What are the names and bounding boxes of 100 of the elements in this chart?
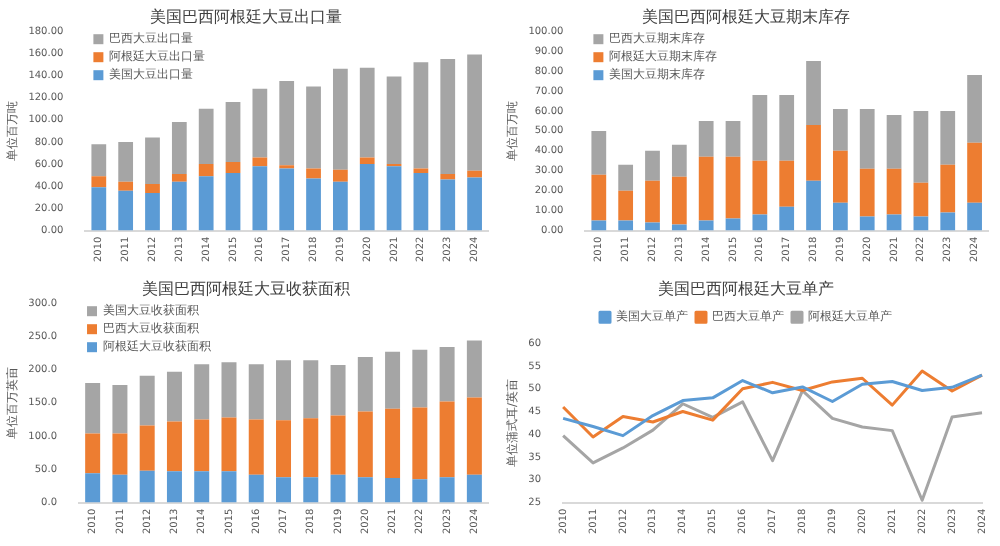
bar (967, 75, 982, 143)
bar (221, 362, 237, 418)
bar (412, 407, 428, 480)
bar (333, 68, 348, 170)
bar (330, 365, 346, 416)
bar (413, 62, 429, 169)
bar (385, 351, 401, 409)
bar (440, 179, 456, 231)
bar (252, 157, 268, 167)
bar (752, 94, 768, 161)
bar (725, 120, 741, 157)
bar (940, 164, 956, 213)
bar (591, 174, 607, 221)
bar (303, 477, 319, 503)
bar (412, 349, 428, 408)
bar (439, 477, 455, 503)
bar (440, 58, 456, 175)
bar (248, 364, 264, 420)
bar (145, 184, 160, 193)
bar (145, 192, 160, 231)
bar (221, 417, 237, 472)
bar (252, 88, 268, 158)
bar (671, 176, 687, 225)
bar (413, 172, 429, 231)
bar (225, 161, 241, 173)
bar (645, 180, 660, 223)
bar (940, 212, 956, 231)
bar (357, 477, 373, 503)
bar (618, 220, 634, 231)
bar (112, 433, 128, 475)
bar (412, 479, 428, 503)
chart-title: 美国巴西阿根廷大豆期末库存 (642, 7, 850, 26)
bar (194, 419, 210, 472)
bar (276, 420, 292, 478)
bar (303, 360, 319, 419)
bar (112, 474, 128, 503)
bar (698, 220, 714, 231)
bar (198, 164, 214, 177)
bar (359, 67, 375, 158)
bar (225, 172, 241, 231)
bar (752, 160, 768, 215)
chart-title: 美国巴西阿根廷大豆单产 (658, 279, 834, 298)
bar (330, 474, 346, 503)
bar (145, 137, 160, 185)
bar (198, 108, 214, 165)
bar (806, 61, 821, 125)
bar (85, 473, 101, 503)
bar (171, 181, 187, 231)
bar (467, 170, 482, 178)
bar (166, 371, 182, 422)
bar (359, 164, 375, 231)
bar (225, 102, 241, 162)
bar (330, 415, 346, 475)
bar (357, 411, 373, 478)
bar (248, 474, 264, 503)
bar (645, 150, 660, 181)
bar (85, 433, 101, 474)
bar (940, 110, 956, 165)
bar (194, 471, 210, 503)
bar (139, 470, 155, 503)
bar (467, 54, 482, 171)
bar (698, 120, 714, 157)
bar (725, 156, 741, 219)
bar (779, 206, 795, 231)
bar (591, 220, 607, 231)
bar (279, 81, 295, 166)
bar (671, 144, 687, 177)
bar (439, 401, 455, 478)
bar (886, 168, 902, 215)
bar (806, 124, 821, 181)
bar (171, 122, 187, 175)
bar (833, 202, 848, 231)
bar (194, 364, 210, 420)
bar (698, 156, 714, 221)
bar (386, 76, 402, 165)
bar (171, 174, 187, 182)
bar (439, 347, 455, 402)
bar (85, 382, 101, 434)
bar (779, 160, 795, 207)
bar (198, 176, 214, 231)
bar (859, 216, 875, 231)
bar (91, 144, 107, 177)
bar (913, 110, 929, 183)
bar (967, 142, 982, 203)
bar (166, 471, 182, 503)
chart-title: 美国巴西阿根廷大豆收获面积 (142, 279, 350, 298)
bar (118, 190, 134, 231)
bar (252, 166, 268, 231)
bar (385, 408, 401, 478)
bar (91, 176, 107, 188)
bar (303, 418, 319, 478)
bar (833, 150, 848, 203)
bar (386, 166, 402, 231)
bar (279, 168, 295, 231)
bar (139, 425, 155, 471)
bar (859, 108, 875, 169)
bar (591, 130, 607, 175)
bar (306, 168, 321, 179)
bar (913, 182, 929, 217)
bar (440, 174, 456, 180)
